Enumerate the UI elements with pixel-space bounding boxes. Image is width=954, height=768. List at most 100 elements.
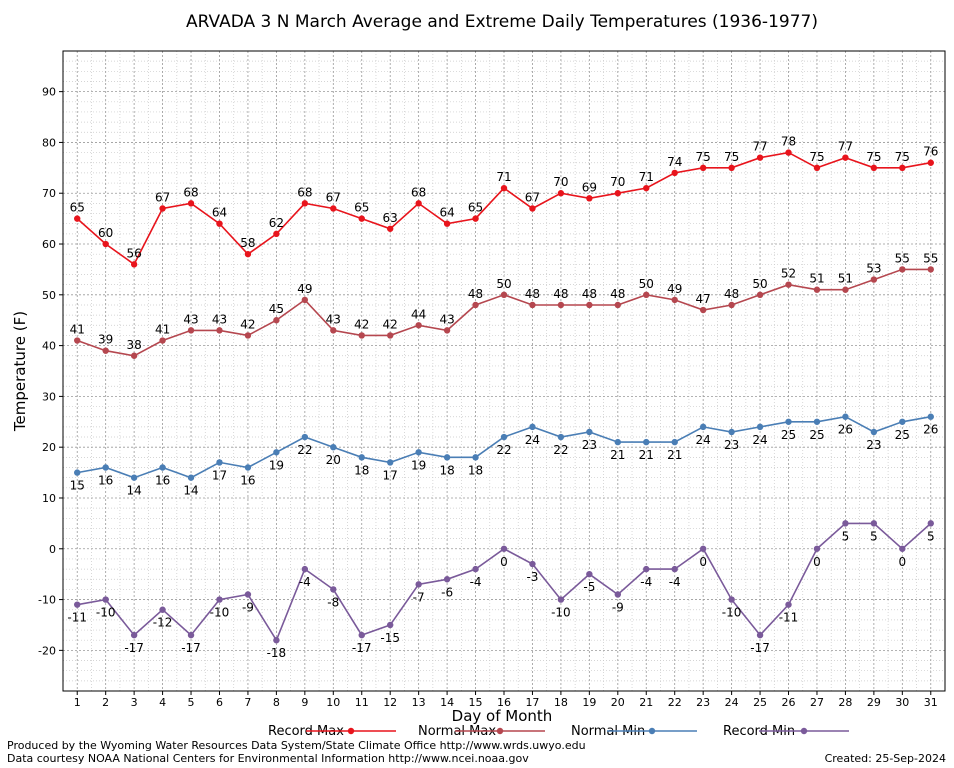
data-point-normal-max	[130, 352, 138, 359]
x-tick-label: 10	[326, 696, 340, 709]
data-point-normal-min	[899, 418, 906, 425]
data-label-record-max: 65	[354, 201, 369, 215]
data-label-record-max: 71	[639, 170, 654, 184]
data-label-record-min: -18	[267, 646, 287, 660]
x-tick-label: 28	[838, 696, 852, 709]
data-label-normal-max: 48	[468, 287, 483, 301]
data-point-normal-max	[216, 327, 223, 334]
data-label-record-max: 56	[126, 246, 141, 260]
y-tick-label: 10	[42, 492, 56, 505]
data-point-record-max	[842, 154, 849, 161]
data-label-record-min: 0	[899, 555, 907, 569]
data-point-record-min	[756, 631, 764, 639]
data-point-record-max	[671, 169, 678, 177]
data-point-record-max	[870, 164, 878, 172]
data-point-normal-min	[159, 464, 166, 471]
data-label-record-max: 67	[155, 190, 170, 204]
data-point-record-min	[870, 520, 878, 527]
series-record-max: 65 60 56 67 68 64 58 62 68 67 65 63 68 64 65 71 67 70 69 70…	[70, 135, 938, 268]
data-point-record-min	[529, 560, 536, 568]
data-label-normal-min: 17	[383, 468, 398, 482]
y-tick-label: 0	[49, 543, 56, 556]
data-point-record-max	[187, 200, 195, 207]
data-point-record-min	[927, 520, 934, 527]
data-point-record-min	[671, 565, 678, 573]
data-label-record-min: -4	[299, 575, 311, 589]
data-point-normal-min	[728, 428, 735, 436]
data-point-normal-max	[500, 291, 508, 299]
data-label-record-max: 64	[212, 206, 227, 220]
data-label-normal-max: 52	[781, 267, 796, 281]
data-label-normal-max: 45	[269, 302, 284, 316]
data-point-normal-min	[842, 413, 849, 420]
y-tick-label: 90	[42, 86, 56, 99]
data-label-record-min: 0	[699, 555, 707, 569]
data-label-record-max: 75	[809, 150, 824, 164]
data-point-normal-max	[899, 266, 906, 273]
data-label-normal-max: 48	[553, 287, 568, 301]
data-point-normal-max	[187, 327, 195, 334]
y-tick-label: 20	[42, 441, 56, 454]
data-label-normal-max: 44	[411, 307, 426, 321]
x-tick-label: 12	[383, 696, 397, 709]
data-label-normal-min: 24	[752, 433, 767, 447]
legend-item-record-max: Record Max	[268, 724, 396, 739]
y-tick-label: 30	[42, 390, 56, 403]
data-label-normal-max: 49	[667, 282, 682, 296]
data-point-record-min	[74, 601, 81, 608]
legend: Record Max Normal Max Normal Min Record Min	[268, 724, 849, 739]
data-point-normal-max	[102, 347, 109, 354]
x-tick-label: 26	[782, 696, 796, 709]
data-point-record-max	[557, 190, 565, 197]
data-label-normal-min: 26	[838, 423, 853, 437]
data-point-normal-min	[415, 449, 422, 456]
data-point-normal-max	[586, 301, 593, 309]
y-tick-label: 80	[42, 136, 56, 149]
data-label-record-max: 65	[468, 201, 483, 215]
footer-credit-line2: Data courtesy NOAA National Centers for …	[7, 752, 529, 765]
x-tick-label: 18	[554, 696, 568, 709]
data-label-record-max: 67	[326, 190, 341, 204]
data-point-record-max	[927, 159, 934, 166]
data-label-record-max: 60	[98, 226, 113, 240]
data-point-normal-max	[671, 296, 678, 304]
data-label-normal-max: 50	[639, 277, 654, 291]
data-label-record-max: 69	[582, 180, 597, 194]
data-point-record-max	[614, 190, 622, 197]
data-label-record-min: -8	[327, 595, 339, 609]
data-label-record-max: 75	[895, 150, 910, 164]
data-point-record-min	[330, 586, 337, 593]
data-label-record-max: 77	[838, 140, 853, 154]
data-point-normal-min	[443, 454, 451, 461]
data-point-record-min	[557, 596, 565, 603]
data-point-normal-max	[74, 337, 81, 344]
x-tick-label: 16	[497, 696, 511, 709]
data-point-record-max	[74, 215, 81, 222]
legend-item-record-min: Record Min	[723, 724, 849, 739]
data-point-normal-max	[756, 291, 764, 299]
data-point-record-min	[500, 545, 508, 552]
data-point-normal-max	[927, 266, 934, 273]
x-tick-label: 13	[412, 696, 426, 709]
data-label-normal-max: 49	[297, 282, 312, 296]
data-point-normal-max	[358, 332, 365, 339]
data-label-normal-min: 18	[354, 463, 369, 477]
data-label-record-min: -10	[96, 606, 116, 620]
data-point-normal-max	[301, 296, 309, 304]
data-label-normal-max: 47	[696, 292, 711, 306]
x-tick-label: 11	[355, 696, 369, 709]
grid	[63, 50, 945, 692]
data-label-record-max: 76	[923, 145, 938, 159]
x-tick-label: 31	[924, 696, 938, 709]
data-point-normal-min	[643, 438, 650, 446]
data-label-normal-max: 48	[582, 287, 597, 301]
data-label-record-min: -4	[669, 575, 681, 589]
data-label-normal-max: 42	[383, 317, 398, 331]
data-label-normal-min: 14	[126, 484, 141, 498]
data-point-record-min	[813, 545, 821, 552]
x-tick-label: 21	[639, 696, 653, 709]
data-label-normal-max: 38	[126, 338, 141, 352]
x-tick-label: 7	[244, 696, 251, 709]
data-point-record-max	[358, 215, 365, 222]
